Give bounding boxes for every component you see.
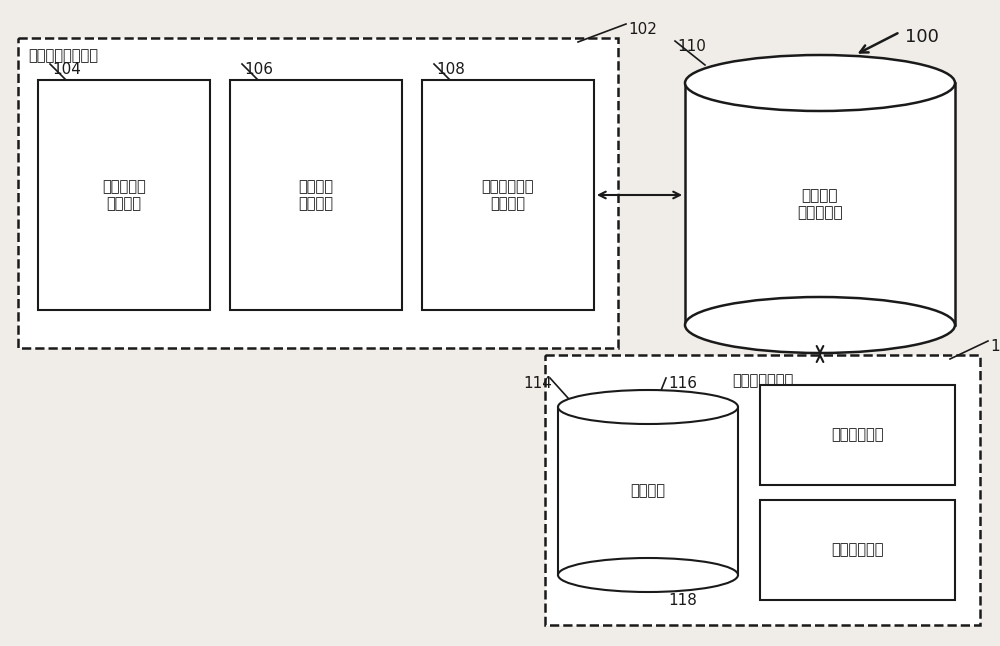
- Bar: [545, 355, 980, 625]
- Text: 104: 104: [52, 62, 81, 77]
- Text: 图像内容
分析引擎: 图像内容 分析引擎: [298, 179, 334, 211]
- Bar: [230, 80, 402, 310]
- Text: 116: 116: [668, 376, 697, 391]
- Ellipse shape: [558, 390, 738, 424]
- Bar: [558, 407, 738, 575]
- Text: 112: 112: [990, 339, 1000, 354]
- Text: 地理子区域
确定系统: 地理子区域 确定系统: [102, 179, 146, 211]
- Text: 106: 106: [244, 62, 273, 77]
- Bar: [38, 80, 210, 310]
- Text: 电子内容: 电子内容: [631, 483, 666, 499]
- Ellipse shape: [685, 55, 955, 111]
- Bar: [760, 500, 955, 600]
- Text: 广告递送系统: 广告递送系统: [831, 543, 884, 557]
- Ellipse shape: [558, 558, 738, 592]
- Text: 114: 114: [523, 376, 552, 391]
- Text: 102: 102: [628, 22, 657, 37]
- Ellipse shape: [685, 297, 955, 353]
- Bar: [685, 83, 955, 325]
- Text: 广告确定系统: 广告确定系统: [831, 428, 884, 443]
- Bar: [422, 80, 594, 310]
- Text: 108: 108: [436, 62, 465, 77]
- Text: 品牌渗透指数
生成系统: 品牌渗透指数 生成系统: [482, 179, 534, 211]
- Text: 品牌渗透确定系统: 品牌渗透确定系统: [28, 48, 98, 63]
- Text: 区域品牌
渗透数据库: 区域品牌 渗透数据库: [797, 188, 843, 220]
- Text: 100: 100: [905, 28, 939, 46]
- Text: 110: 110: [677, 39, 706, 54]
- Text: 定向的广告系统: 定向的广告系统: [732, 373, 793, 388]
- Bar: [760, 385, 955, 485]
- Bar: [18, 38, 618, 348]
- Text: 118: 118: [668, 593, 697, 608]
